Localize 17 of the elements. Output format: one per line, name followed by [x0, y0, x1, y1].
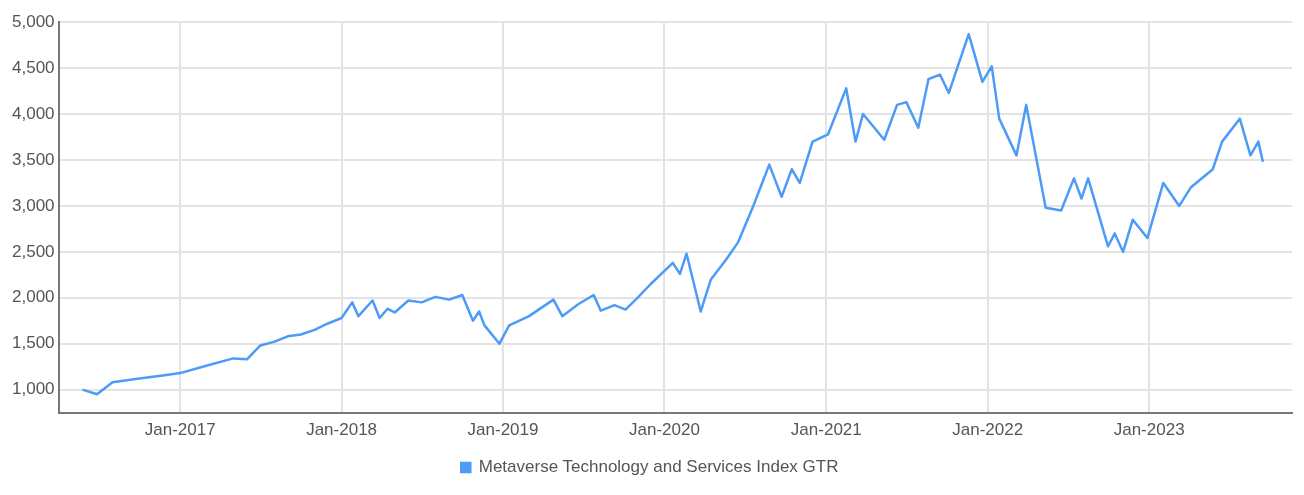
x-tick-label: Jan-2023 — [1113, 420, 1185, 440]
y-tick-label: 3,000 — [11, 195, 55, 215]
x-tick-label: Jan-2021 — [790, 420, 862, 440]
y-tick-label: 4,500 — [11, 57, 55, 77]
x-tick-label: Jan-2017 — [144, 420, 216, 440]
y-tick-label: 1,500 — [11, 333, 55, 353]
y-tick-label: 4,000 — [11, 103, 55, 123]
x-tick-label: Jan-2019 — [467, 420, 539, 440]
y-tick-label: 2,000 — [11, 287, 55, 307]
legend-label: Metaverse Technology and Services Index GTR — [478, 457, 839, 477]
x-tick-label: Jan-2018 — [306, 420, 378, 440]
y-tick-label: 5,000 — [11, 11, 55, 31]
x-tick-label: Jan-2020 — [628, 420, 700, 440]
x-tick-label: Jan-2022 — [952, 420, 1024, 440]
y-tick-label: 1,000 — [11, 379, 55, 399]
y-tick-label: 3,500 — [11, 149, 55, 169]
y-tick-label: 2,500 — [11, 241, 55, 261]
